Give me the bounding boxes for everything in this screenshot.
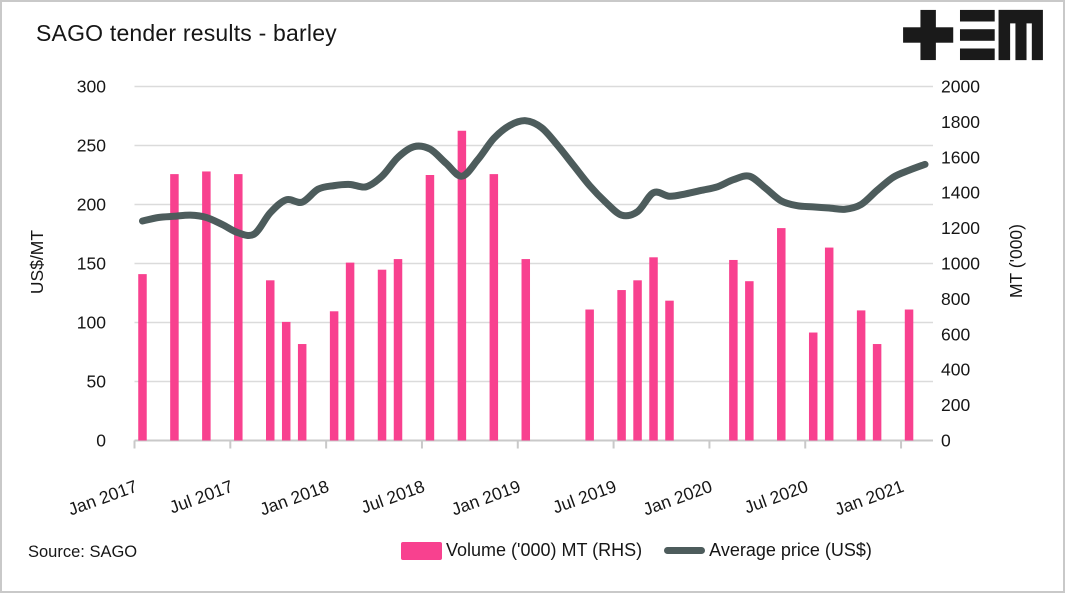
left-axis-title: US$/MT — [27, 230, 47, 294]
volume-bar — [329, 311, 339, 441]
volume-bar — [393, 259, 403, 441]
volume-bar — [777, 228, 786, 441]
svg-text:0: 0 — [941, 431, 951, 451]
svg-text:1200: 1200 — [941, 218, 980, 238]
volume-bar — [745, 281, 754, 441]
x-axis: Jan 2017 Jul 2017 Jan 2018 Jul 2018 Jan 2019… — [65, 440, 907, 520]
svg-text:250: 250 — [77, 136, 106, 156]
volume-bar — [170, 174, 179, 441]
volume-bar — [872, 344, 882, 441]
volume-bar — [377, 269, 387, 441]
right-axis-title: MT ('000) — [1006, 224, 1026, 298]
chart-title: SAGO tender results - barley — [36, 20, 337, 46]
volume-bar — [489, 174, 499, 441]
svg-text:50: 50 — [87, 372, 107, 392]
svg-text:1600: 1600 — [941, 147, 980, 167]
volume-bar — [729, 259, 738, 441]
left-axis-tick-labels: 0 50 100 150 200 250 300 — [77, 77, 106, 451]
svg-text:800: 800 — [941, 289, 970, 309]
svg-text:400: 400 — [941, 360, 970, 380]
legend-label-volume: Volume ('000) MT (RHS) — [446, 540, 643, 560]
svg-text:0: 0 — [96, 431, 106, 451]
volume-bar — [521, 259, 531, 441]
volume-bar — [633, 280, 642, 441]
svg-text:100: 100 — [77, 313, 106, 333]
svg-text:Jan 2020: Jan 2020 — [640, 476, 715, 520]
svg-text:Jan 2021: Jan 2021 — [832, 476, 907, 519]
svg-text:200: 200 — [77, 195, 106, 215]
volume-bar — [904, 309, 914, 441]
legend-label-price: Average price (US$) — [709, 540, 872, 560]
volume-bar — [585, 309, 594, 441]
svg-text:Jan 2018: Jan 2018 — [257, 476, 332, 519]
svg-text:1800: 1800 — [941, 112, 980, 132]
right-axis-tick-labels: 0 200 400 600 800 1000 1200 1400 1600 1800 2000 — [941, 77, 980, 451]
svg-text:Jul 2020: Jul 2020 — [742, 476, 811, 518]
volume-bar — [297, 344, 307, 441]
volume-bar — [856, 310, 866, 441]
triple-bar-icon — [959, 9, 995, 61]
svg-text:2000: 2000 — [941, 77, 980, 97]
volume-bar — [665, 300, 674, 441]
legend: Volume ('000) MT (RHS) Average price (US… — [401, 540, 872, 561]
source-note: Source: SAGO — [28, 543, 138, 561]
svg-text:Jan 2019: Jan 2019 — [449, 476, 524, 519]
plus-icon — [903, 9, 954, 61]
svg-text:150: 150 — [77, 254, 106, 274]
volume-bar — [617, 290, 626, 441]
volume-bar — [265, 280, 275, 441]
volume-bar — [345, 262, 355, 441]
volume-bar — [457, 130, 467, 441]
svg-text:200: 200 — [941, 395, 970, 415]
volume-bar — [425, 175, 435, 441]
svg-text:Jul 2017: Jul 2017 — [167, 476, 236, 517]
svg-text:1000: 1000 — [941, 254, 980, 274]
price-swatch — [664, 547, 706, 554]
volume-bar — [202, 171, 211, 441]
price-line — [138, 117, 929, 240]
m-icon — [998, 9, 1043, 61]
svg-text:Jan 2017: Jan 2017 — [65, 476, 140, 519]
volume-swatch — [401, 541, 442, 560]
legend-item-price: Average price (US$) — [664, 540, 872, 561]
svg-text:1400: 1400 — [941, 183, 980, 203]
svg-text:Jul 2018: Jul 2018 — [358, 476, 427, 517]
svg-text:Jul 2019: Jul 2019 — [550, 476, 619, 517]
tem-logo — [903, 9, 1043, 61]
volume-bar — [138, 274, 147, 441]
volume-bars — [138, 130, 914, 441]
legend-item-volume: Volume ('000) MT (RHS) — [401, 540, 642, 561]
svg-text:600: 600 — [941, 324, 970, 344]
volume-bar — [824, 247, 834, 441]
svg-text:300: 300 — [77, 77, 106, 97]
volume-bar — [649, 257, 658, 441]
volume-bar — [281, 321, 291, 441]
volume-bar — [808, 332, 818, 441]
volume-bar — [234, 174, 243, 441]
